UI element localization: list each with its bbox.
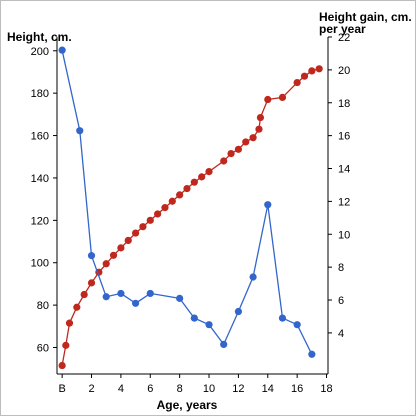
height-gain-series-point xyxy=(278,314,287,322)
height-series-point xyxy=(205,167,213,176)
height-series-point xyxy=(278,93,287,102)
y-left-tick-label: 100 xyxy=(31,258,49,270)
height-gain-series-point xyxy=(131,299,140,307)
height-series-point xyxy=(264,95,272,104)
height-gain-series-point xyxy=(58,46,66,54)
y-left-axis-title: Height, cm. xyxy=(7,30,72,44)
height-series-point xyxy=(300,72,309,80)
height-gain-series-point xyxy=(264,201,272,209)
x-tick-label: 12 xyxy=(232,383,244,395)
height-series-point xyxy=(198,173,206,181)
x-tick-label: 16 xyxy=(291,383,303,395)
height-gain-series-point xyxy=(176,294,184,302)
height-series-point xyxy=(293,78,301,87)
height-series-point xyxy=(161,204,169,212)
height-gain-series-line xyxy=(61,50,313,355)
height-series-point xyxy=(124,236,132,245)
height-gain-series-point xyxy=(102,293,110,301)
height-gain-series-point xyxy=(205,321,213,329)
height-series-point xyxy=(308,67,316,75)
y-right-tick-label: 22 xyxy=(338,32,350,44)
height-series-point xyxy=(249,134,257,142)
y-right-tick-label: 18 xyxy=(338,98,350,110)
y-left-tick-label: 80 xyxy=(37,300,49,312)
height-series-point xyxy=(315,65,323,73)
y-right-tick-label: 10 xyxy=(338,229,350,241)
y-left-tick-label: 140 xyxy=(31,173,49,185)
height-gain-series-point xyxy=(117,289,125,298)
y-right-tick-label: 8 xyxy=(338,262,344,274)
y-right-tick-label: 20 xyxy=(338,65,350,77)
height-gain-series-point xyxy=(76,127,84,135)
y-right-axis-title-line1: Height gain, cm. xyxy=(319,10,412,24)
y-left-tick-label: 160 xyxy=(31,131,49,143)
x-tick-label: 14 xyxy=(262,383,274,395)
height-gain-series-point xyxy=(308,350,316,358)
height-series-point xyxy=(176,191,184,199)
y-left-tick-label: 60 xyxy=(37,343,49,355)
height-series-point xyxy=(73,303,81,311)
height-gain-series-point xyxy=(146,289,154,298)
height-gain-series-point xyxy=(190,314,198,322)
height-series-point xyxy=(80,290,88,299)
y-right-tick-label: 16 xyxy=(338,131,350,143)
height-series-point xyxy=(256,113,265,122)
height-series-point xyxy=(227,149,235,158)
height-gain-series-point xyxy=(249,273,257,281)
x-tick-label: 18 xyxy=(320,383,332,395)
x-tick-label: 10 xyxy=(203,383,215,395)
axes: 60 80 100 120 140 160 180 200 4 6 8 10 12 14 16 18 20 22 B… xyxy=(31,32,351,395)
height-gain-series-point xyxy=(293,321,301,329)
x-tick-label: 2 xyxy=(88,383,94,395)
y-left-tick-label: 200 xyxy=(31,46,49,58)
height-series-point xyxy=(117,244,125,252)
height-series-point xyxy=(131,229,140,237)
height-gain-series-point xyxy=(234,307,243,316)
x-tick-label: 8 xyxy=(177,383,183,395)
height-gain-series-point xyxy=(220,340,228,349)
height-series-point xyxy=(234,145,243,153)
x-tick-label: B xyxy=(58,383,65,395)
y-left-tick-label: 120 xyxy=(31,215,49,227)
height-series-point xyxy=(190,178,198,186)
height-series-point xyxy=(65,319,74,327)
y-left-tick-label: 180 xyxy=(31,88,49,100)
x-tick-label: 4 xyxy=(118,383,124,395)
y-right-tick-label: 6 xyxy=(338,295,344,307)
height-gain-series-point xyxy=(87,252,96,260)
height-series-point xyxy=(168,197,176,205)
height-series-point xyxy=(62,341,70,349)
height-series-point xyxy=(220,157,228,165)
height-series-point xyxy=(58,361,66,370)
series-layer xyxy=(58,46,323,370)
x-axis-title: Age, years xyxy=(157,398,218,412)
height-series-point xyxy=(146,216,154,224)
height-series-point xyxy=(255,125,263,133)
x-tick-label: 6 xyxy=(147,383,153,395)
y-right-tick-label: 14 xyxy=(338,164,350,176)
y-right-tick-label: 12 xyxy=(338,196,350,208)
height-series-point xyxy=(139,223,147,231)
height-series-point xyxy=(154,210,162,218)
height-series-point xyxy=(102,260,110,268)
height-series-point xyxy=(87,279,96,287)
y-right-tick-label: 4 xyxy=(338,328,344,340)
height-series-point xyxy=(242,138,250,146)
y-right-axis-title-line2: per year xyxy=(319,22,366,36)
height-series-point xyxy=(183,184,191,193)
height-series-point xyxy=(109,251,118,259)
